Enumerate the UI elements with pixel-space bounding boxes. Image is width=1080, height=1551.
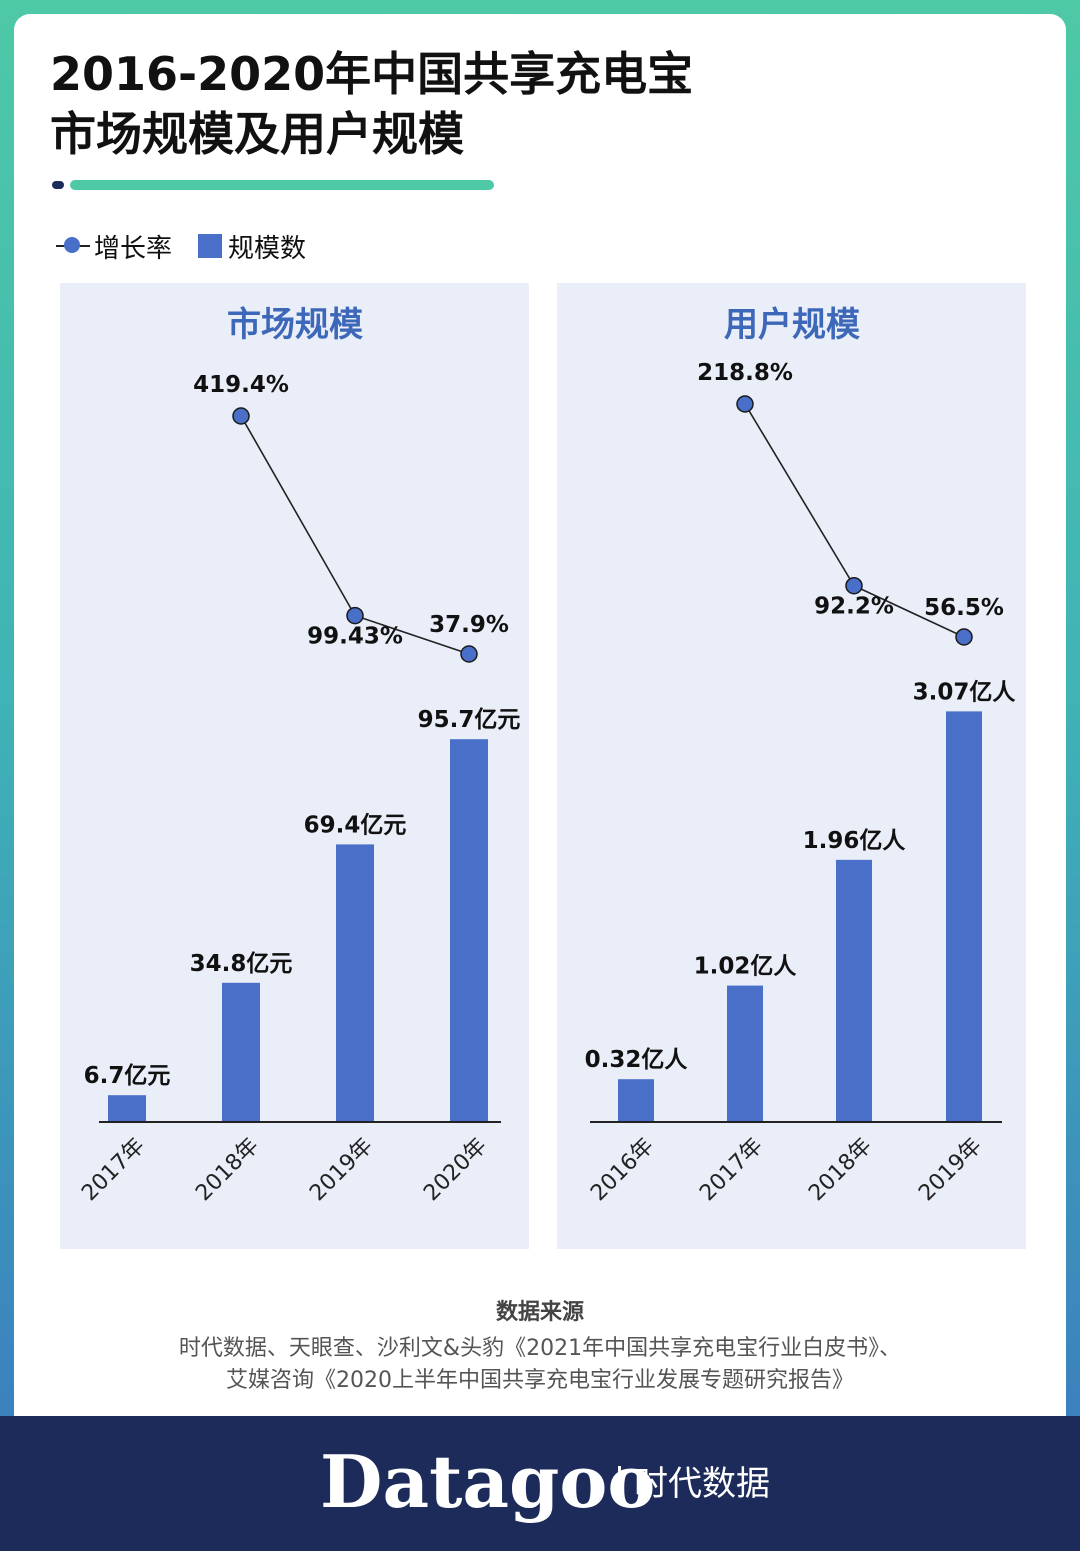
growth-point: [346, 606, 364, 625]
legend-item-scale: 规模数: [198, 228, 306, 265]
bar-2-2: [727, 985, 763, 1122]
chart-title-1: 市场规模: [227, 305, 363, 345]
growth-label: 99.43%: [307, 624, 403, 650]
source-line-1: 时代数据、天眼查、沙利文&头豹《2021年中国共享充电宝行业白皮书》、: [178, 1336, 902, 1361]
title-accent-bar: [70, 180, 494, 190]
bar-2-1: [618, 1079, 654, 1122]
bar-value-label: 3.07亿人: [913, 679, 1017, 705]
source-line-2: 艾媒咨询《2020上半年中国共享充电宝行业发展专题研究报告》: [226, 1368, 854, 1393]
charts-area: 市场规模6.7亿元2017年34.8亿元2018年69.4亿元2019年95.7…: [60, 283, 1026, 1249]
brand-separator: [618, 1466, 621, 1502]
bar-value-label: 95.7亿元: [418, 707, 521, 733]
growth-point: [955, 628, 973, 646]
legend-label-growth: 增长率: [94, 233, 173, 264]
growth-point: [232, 407, 250, 425]
growth-label: 419.4%: [193, 372, 289, 398]
growth-point: [845, 576, 863, 595]
bar-1-2: [222, 982, 260, 1122]
brand-name-cn: 时代数据: [634, 1464, 770, 1504]
source-heading: 数据来源: [495, 1300, 584, 1325]
growth-label: 218.8%: [697, 360, 793, 386]
bar-value-label: 1.96亿人: [803, 828, 907, 854]
bar-1-1: [108, 1095, 146, 1122]
legend-label-scale: 规模数: [228, 233, 307, 264]
legend: 增长率 规模数: [56, 228, 332, 264]
growth-label: 92.2%: [814, 594, 894, 620]
page-title: 2016-2020年中国共享充电宝 市场规模及用户规模: [50, 44, 693, 164]
title-line-1: 2016-2020年中国共享充电宝: [50, 47, 694, 101]
bar-1-4: [450, 739, 488, 1122]
bar-value-label: 6.7亿元: [84, 1063, 171, 1089]
growth-point: [736, 395, 754, 413]
title-line-2: 市场规模及用户规模: [50, 107, 464, 161]
brand-logo: Datagoo: [320, 1439, 656, 1524]
title-accent-dot: [52, 181, 64, 189]
bar-2-3: [836, 859, 872, 1122]
bar-1-3: [336, 844, 374, 1122]
growth-label: 37.9%: [429, 612, 509, 638]
line-marker-icon: [56, 236, 90, 256]
bar-value-label: 1.02亿人: [694, 954, 798, 980]
legend-item-growth: 增长率: [56, 228, 172, 265]
bar-square-icon: [198, 234, 223, 258]
bar-value-label: 69.4亿元: [304, 812, 407, 838]
bar-value-label: 0.32亿人: [585, 1047, 689, 1073]
growth-label: 56.5%: [924, 595, 1004, 621]
bar-2-4: [946, 711, 982, 1122]
chart-title-2: 用户规模: [724, 305, 860, 345]
footer-bar: [0, 1416, 1080, 1551]
bar-value-label: 34.8亿元: [190, 951, 293, 977]
growth-point: [460, 645, 478, 663]
